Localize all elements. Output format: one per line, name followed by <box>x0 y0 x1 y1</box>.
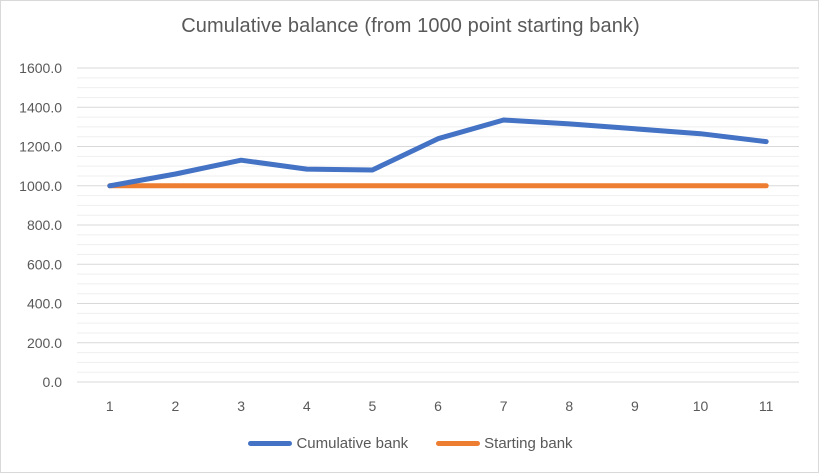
x-tick-label: 9 <box>631 398 639 414</box>
x-tick-label: 5 <box>368 398 376 414</box>
x-tick-label: 4 <box>303 398 311 414</box>
x-tick-label: 1 <box>106 398 114 414</box>
legend-item-starting-bank: Starting bank <box>436 435 573 452</box>
x-tick-label: 2 <box>172 398 180 414</box>
legend-label-cumulative-bank: Cumulative bank <box>296 435 409 452</box>
x-tick-label: 7 <box>500 398 508 414</box>
y-tick-label: 0.0 <box>43 374 63 390</box>
legend-label-starting-bank: Starting bank <box>484 435 573 452</box>
legend: Cumulative bank Starting bank <box>1 435 819 452</box>
y-tick-label: 800.0 <box>27 217 62 233</box>
x-tick-label: 8 <box>565 398 573 414</box>
legend-item-cumulative-bank: Cumulative bank <box>248 435 408 452</box>
y-tick-label: 400.0 <box>27 296 62 312</box>
y-tick-label: 1000.0 <box>19 178 62 194</box>
legend-swatch-cumulative-bank <box>248 441 293 446</box>
y-tick-label: 1400.0 <box>19 99 62 115</box>
x-tick-label: 10 <box>693 398 709 414</box>
y-tick-label: 200.0 <box>27 335 62 351</box>
y-tick-label: 1600.0 <box>19 60 62 76</box>
legend-swatch-starting-bank <box>436 441 481 446</box>
x-tick-label: 6 <box>434 398 442 414</box>
series-line-cumulative-bank <box>107 117 769 189</box>
x-tick-label: 3 <box>237 398 245 414</box>
y-tick-label: 600.0 <box>27 256 62 272</box>
y-tick-label: 1200.0 <box>19 139 62 155</box>
x-tick-label: 11 <box>759 398 774 414</box>
chart-title: Cumulative balance (from 1000 point star… <box>181 15 640 37</box>
